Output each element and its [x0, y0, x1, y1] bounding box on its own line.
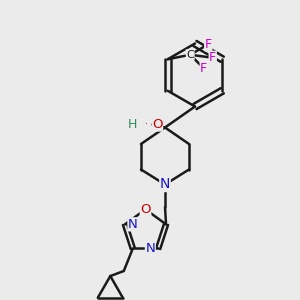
- Text: O: O: [152, 118, 163, 131]
- Text: F: F: [209, 51, 216, 64]
- Text: O: O: [140, 203, 151, 216]
- Text: F: F: [200, 62, 207, 75]
- Text: N: N: [146, 242, 155, 255]
- Text: N: N: [160, 178, 170, 191]
- Text: ·: ·: [145, 119, 148, 130]
- Text: N: N: [128, 218, 138, 231]
- Text: C: C: [186, 50, 194, 60]
- Text: F: F: [205, 38, 212, 51]
- Text: H: H: [128, 118, 137, 131]
